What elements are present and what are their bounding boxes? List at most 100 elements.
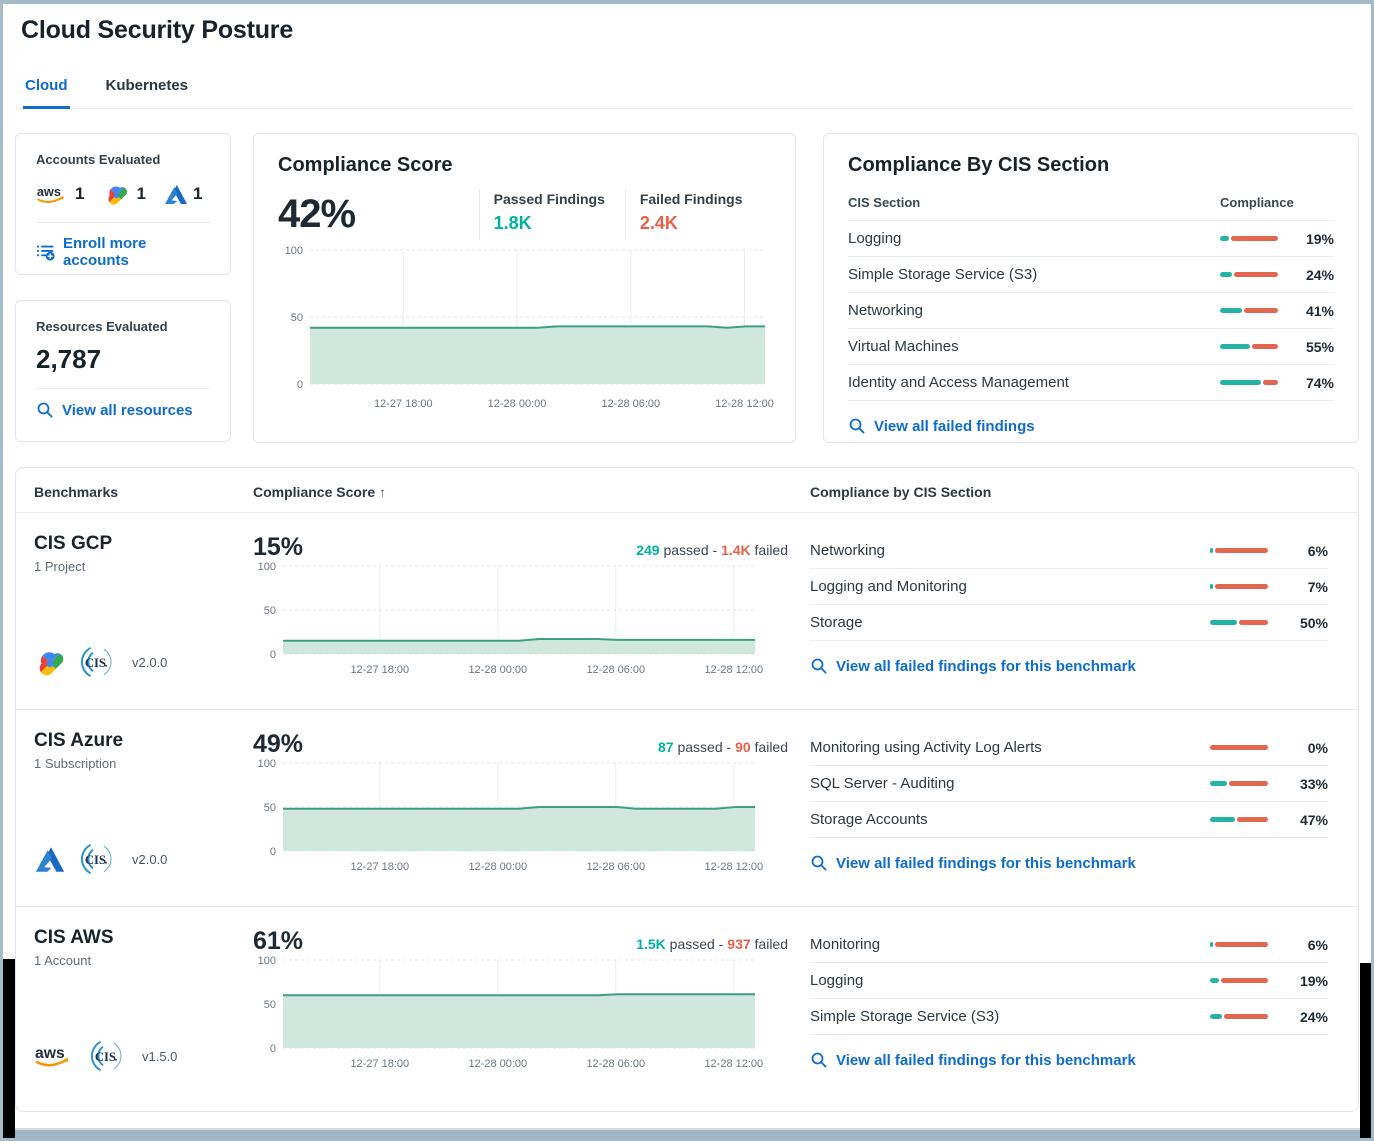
passed-findings-label: Passed Findings [493, 191, 605, 207]
cis-sections-column-header: Compliance by CIS Section [810, 484, 992, 500]
benchmark-section-row: Monitoring using Activity Log Alerts 0% [810, 730, 1328, 766]
provider-counts: 1 1 1 [36, 179, 210, 209]
view-all-resources-link[interactable]: View all resources [36, 401, 210, 419]
compliance-bar [1220, 272, 1278, 277]
section-pct: 6% [1307, 542, 1328, 559]
compliance-bar [1220, 380, 1278, 385]
enroll-accounts-icon [36, 243, 55, 261]
cis-section-row: Simple Storage Service (S3) 24% [848, 257, 1334, 293]
section-pct: 33% [1299, 775, 1328, 792]
benchmark-row-cis-aws: CIS AWS 1 Account v1.5.0 61% 1.5K passed… [16, 906, 1358, 1103]
section-name: Logging [810, 972, 864, 989]
divider [36, 388, 210, 389]
compliance-bar [1220, 308, 1278, 313]
cis-section-pct: 24% [1305, 266, 1334, 283]
view-failed-findings-benchmark-link[interactable]: View all failed findings for this benchm… [810, 854, 1328, 872]
benchmark-name: CIS AWS [34, 927, 114, 948]
tab-kubernetes[interactable]: Kubernetes [104, 71, 191, 109]
compliance-bar [1220, 344, 1278, 349]
compliance-score-column-header[interactable]: Compliance Score ↑ [253, 484, 387, 500]
azure-account-count: 1 [164, 184, 202, 205]
view-failed-findings-benchmark-label: View all failed findings for this benchm… [836, 854, 1136, 872]
view-failed-findings-benchmark-link[interactable]: View all failed findings for this benchm… [810, 657, 1328, 675]
compliance-bar [1210, 817, 1268, 822]
svg-text:12-28 12:00: 12-28 12:00 [704, 664, 763, 676]
section-name: Monitoring [810, 936, 881, 953]
area-chart: 12-27 18:00 12-28 00:00 12-28 06:00 12-28 1… [285, 245, 774, 410]
svg-text:0: 0 [270, 846, 276, 858]
compliance-bar [1210, 942, 1268, 947]
compliance-bar [1220, 236, 1278, 241]
tab-bar: Cloud Kubernetes [21, 71, 1353, 109]
benchmarks-table: Benchmarks Compliance Score ↑ Compliance … [15, 467, 1359, 1112]
svg-text:50: 50 [264, 605, 276, 617]
resources-evaluated-title: Resources Evaluated [36, 319, 168, 334]
failed-findings-label: Failed Findings [639, 191, 743, 207]
section-name: Monitoring using Activity Log Alerts [810, 739, 1042, 756]
passed-findings-stat: Passed Findings 1.8K [478, 189, 625, 240]
compliance-bar [1210, 584, 1268, 589]
benchmark-name-cell: CIS GCP 1 Project v2.0.0 [16, 533, 253, 685]
gcp-logo [34, 649, 66, 676]
dashboard-content: Accounts Evaluated 1 1 1 Enroll more acc… [3, 109, 1371, 1112]
compliance-bar [1210, 1014, 1268, 1019]
view-all-failed-findings-link[interactable]: View all failed findings [848, 417, 1334, 435]
benchmark-score: 61% [253, 927, 304, 955]
page-title: Cloud Security Posture [21, 16, 294, 44]
enroll-more-accounts-link[interactable]: Enroll more accounts [36, 235, 210, 269]
aws-logo [34, 1042, 76, 1070]
section-pct: 0% [1307, 739, 1328, 756]
benchmark-section-row: Storage 50% [810, 605, 1328, 641]
benchmark-section-row: Monitoring 6% [810, 927, 1328, 963]
section-pct: 47% [1299, 811, 1328, 828]
accounts-evaluated-title: Accounts Evaluated [36, 152, 161, 167]
benchmark-score: 15% [253, 533, 304, 561]
benchmark-sections-cell: Networking 6% Logging and Monitoring 7% … [798, 533, 1358, 685]
cis-section-row: Identity and Access Management 74% [848, 365, 1334, 401]
sort-ascending-icon: ↑ [379, 484, 387, 500]
compliance-by-cis-section-card: Compliance By CIS Section CIS Section Co… [823, 133, 1359, 443]
benchmark-name-cell: CIS AWS 1 Account v1.5.0 [16, 927, 253, 1079]
svg-text:12-27 18:00: 12-27 18:00 [350, 664, 409, 676]
benchmark-version: v2.0.0 [132, 851, 168, 867]
benchmark-section-row: Logging and Monitoring 7% [810, 569, 1328, 605]
benchmarks-table-header: Benchmarks Compliance Score ↑ Compliance … [16, 468, 1358, 512]
svg-text:50: 50 [264, 802, 276, 814]
svg-text:0: 0 [297, 379, 303, 391]
benchmark-section-row: Networking 6% [810, 533, 1328, 569]
benchmark-row-cis-gcp: CIS GCP 1 Project v2.0.0 15% 249 passed … [16, 512, 1358, 709]
benchmark-section-row: Logging 19% [810, 963, 1328, 999]
resources-count: 2,787 [36, 344, 102, 374]
screen-edge-artifact-left [3, 959, 15, 1138]
aws-logo [36, 183, 70, 206]
section-name: Storage [810, 614, 863, 631]
benchmark-sections-cell: Monitoring 6% Logging 19% Simple Storage… [798, 927, 1358, 1079]
gcp-logo [102, 184, 131, 205]
benchmark-row-cis-azure: CIS Azure 1 Subscription v2.0.0 49% 87 p… [16, 709, 1358, 906]
compliance-bar [1210, 548, 1268, 553]
cis-section-pct: 41% [1305, 302, 1334, 319]
benchmark-trend-chart: 12-27 18:00 12-28 00:00 12-28 06:00 12-28 1… [253, 561, 788, 683]
section-pct: 6% [1307, 936, 1328, 953]
view-all-failed-findings-label: View all failed findings [874, 417, 1035, 435]
view-failed-findings-benchmark-label: View all failed findings for this benchm… [836, 657, 1136, 675]
section-name: Logging and Monitoring [810, 578, 967, 595]
view-failed-findings-benchmark-link[interactable]: View all failed findings for this benchm… [810, 1051, 1328, 1069]
benchmark-chart-cell: 49% 87 passed - 90 failed 12-27 18:00 12-… [253, 730, 798, 882]
benchmark-scope: 1 Account [34, 953, 92, 968]
benchmark-section-row: Storage Accounts 47% [810, 802, 1328, 838]
tab-cloud[interactable]: Cloud [23, 71, 70, 109]
cis-section-row: Networking 41% [848, 293, 1334, 329]
area-chart: 12-27 18:00 12-28 00:00 12-28 06:00 12-28 1… [258, 758, 764, 873]
accounts-evaluated-card: Accounts Evaluated 1 1 1 Enroll more acc… [15, 133, 231, 275]
cis-table-header: CIS Section Compliance [848, 177, 1334, 221]
svg-text:100: 100 [285, 245, 303, 257]
cis-section-column-header: CIS Section [848, 195, 921, 210]
passed-failed-summary: 249 passed - 1.4K failed [636, 542, 788, 558]
svg-text:12-28 00:00: 12-28 00:00 [468, 664, 527, 676]
svg-text:0: 0 [270, 649, 276, 661]
cis-section-row: Virtual Machines 55% [848, 329, 1334, 365]
passed-failed-summary: 1.5K passed - 937 failed [636, 936, 788, 952]
cis-section-pct: 74% [1305, 374, 1334, 391]
benchmark-name: CIS Azure [34, 730, 124, 751]
